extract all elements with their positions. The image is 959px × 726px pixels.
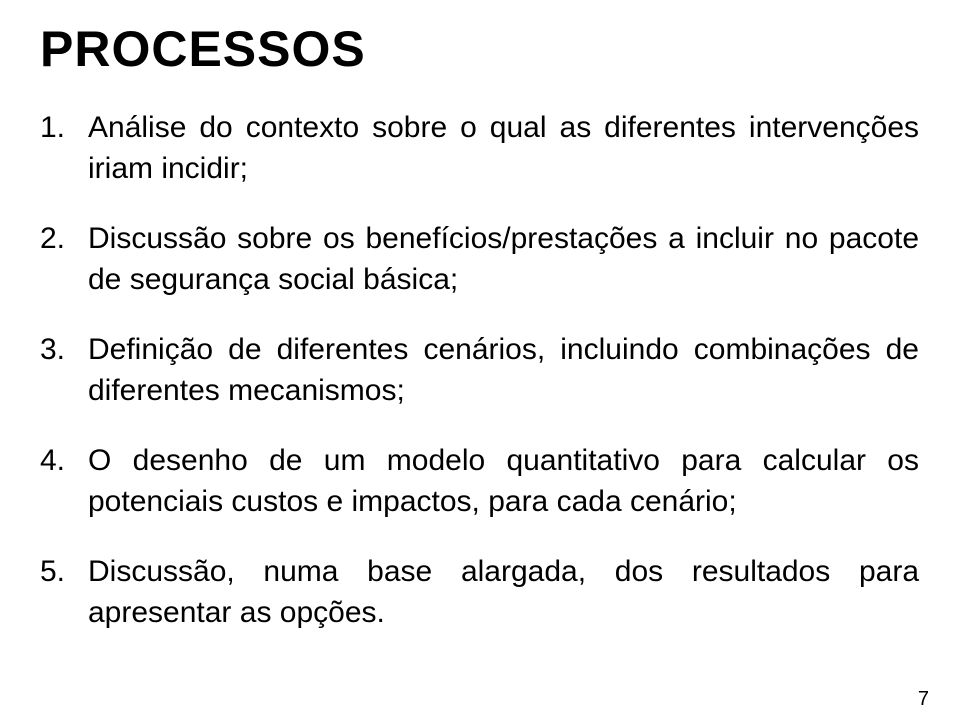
list-text: Análise do contexto sobre o qual as dife… <box>88 108 919 189</box>
list-item: 4. O desenho de um modelo quantitativo p… <box>40 441 919 522</box>
list-number: 2. <box>40 219 88 260</box>
list-item: 5. Discussão, numa base alargada, dos re… <box>40 552 919 633</box>
page-number: 7 <box>918 688 929 711</box>
list-number: 4. <box>40 441 88 482</box>
list-text: Definição de diferentes cenários, inclui… <box>88 330 919 411</box>
list-text: O desenho de um modelo quantitativo para… <box>88 441 919 522</box>
list-number: 3. <box>40 330 88 371</box>
list-text: Discussão, numa base alargada, dos resul… <box>88 552 919 633</box>
slide-title: PROCESSOS <box>40 20 919 78</box>
list-item: 2. Discussão sobre os benefícios/prestaç… <box>40 219 919 300</box>
list-number: 1. <box>40 108 88 149</box>
list-number: 5. <box>40 552 88 593</box>
list-text: Discussão sobre os benefícios/prestações… <box>88 219 919 300</box>
list-item: 1. Análise do contexto sobre o qual as d… <box>40 108 919 189</box>
list-item: 3. Definição de diferentes cenários, inc… <box>40 330 919 411</box>
